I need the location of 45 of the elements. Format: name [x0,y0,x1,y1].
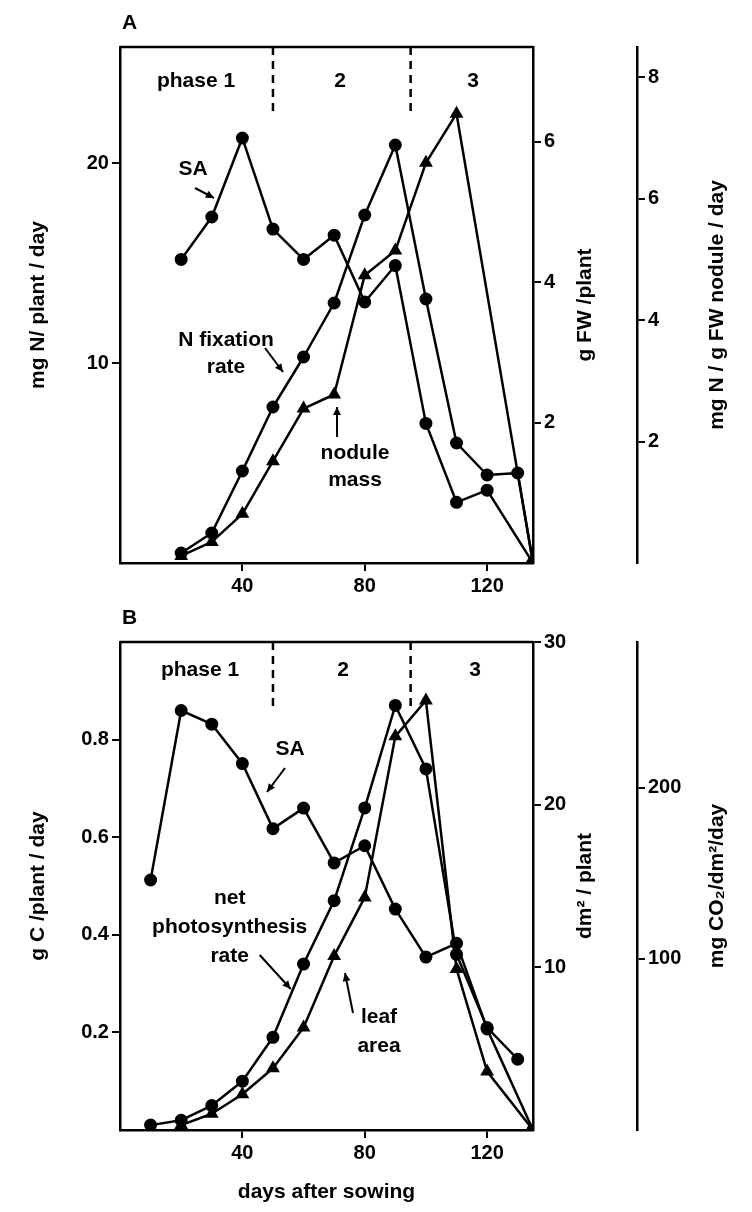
x-tick-label: 80 [353,1140,376,1163]
y2-axis-title: dm² / plant [571,832,595,940]
x-tick-label: 40 [231,573,254,596]
annotation: 2 [337,656,349,680]
y3-tick-label: 4 [648,307,660,330]
y-tick-label: 0.8 [81,727,109,750]
annotation: phase 1 [156,67,236,91]
annotation: leaf area [357,1004,401,1057]
y3-tick-label: 200 [648,775,682,798]
annotation: 2 [334,67,346,91]
annotation: N fixation rate [178,327,274,378]
y3-tick-label: 2 [648,429,660,452]
chart-title: A [122,9,138,33]
x-tick-label: 120 [470,1140,504,1163]
y-axis-title: g C /plant / day [24,811,48,961]
y3-tick-label: 100 [648,946,682,969]
annotation: 3 [469,656,481,680]
annotation: SA [178,155,208,179]
y-tick-label: 0.2 [81,1019,109,1042]
annotation: net photosynthesis rate [152,884,308,966]
y2-tick-label: 20 [544,792,567,815]
y2-tick-label: 10 [544,954,567,977]
annotation: nodule mass [320,440,390,491]
y2-tick-label: 6 [544,129,556,152]
x-axis-title: days after sowing [237,1178,416,1202]
y2-axis-title: g FW /plant [571,248,595,362]
y2-tick-label: 4 [544,269,556,292]
x-tick-label: 80 [353,573,376,596]
annotation: 3 [467,67,479,91]
x-tick-label: 40 [231,1140,254,1163]
y-tick-label: 20 [86,150,109,173]
y-axis-title: mg N/ plant / day [24,220,48,390]
chart-title: B [122,604,138,628]
y3-axis-title: mg CO₂/dm²/day [703,803,727,969]
y-tick-label: 0.6 [81,824,109,847]
y3-tick-label: 6 [648,186,660,209]
y3-axis-title: mg N / g FW nodule / day [703,179,727,430]
annotation: SA [275,735,305,759]
annotation: phase 1 [160,656,240,680]
y2-tick-label: 2 [544,410,556,433]
y2-tick-label: 30 [544,629,567,652]
y-tick-label: 0.4 [81,922,110,945]
x-tick-label: 120 [470,573,504,596]
y3-tick-label: 8 [648,64,660,87]
y-tick-label: 10 [86,350,109,373]
